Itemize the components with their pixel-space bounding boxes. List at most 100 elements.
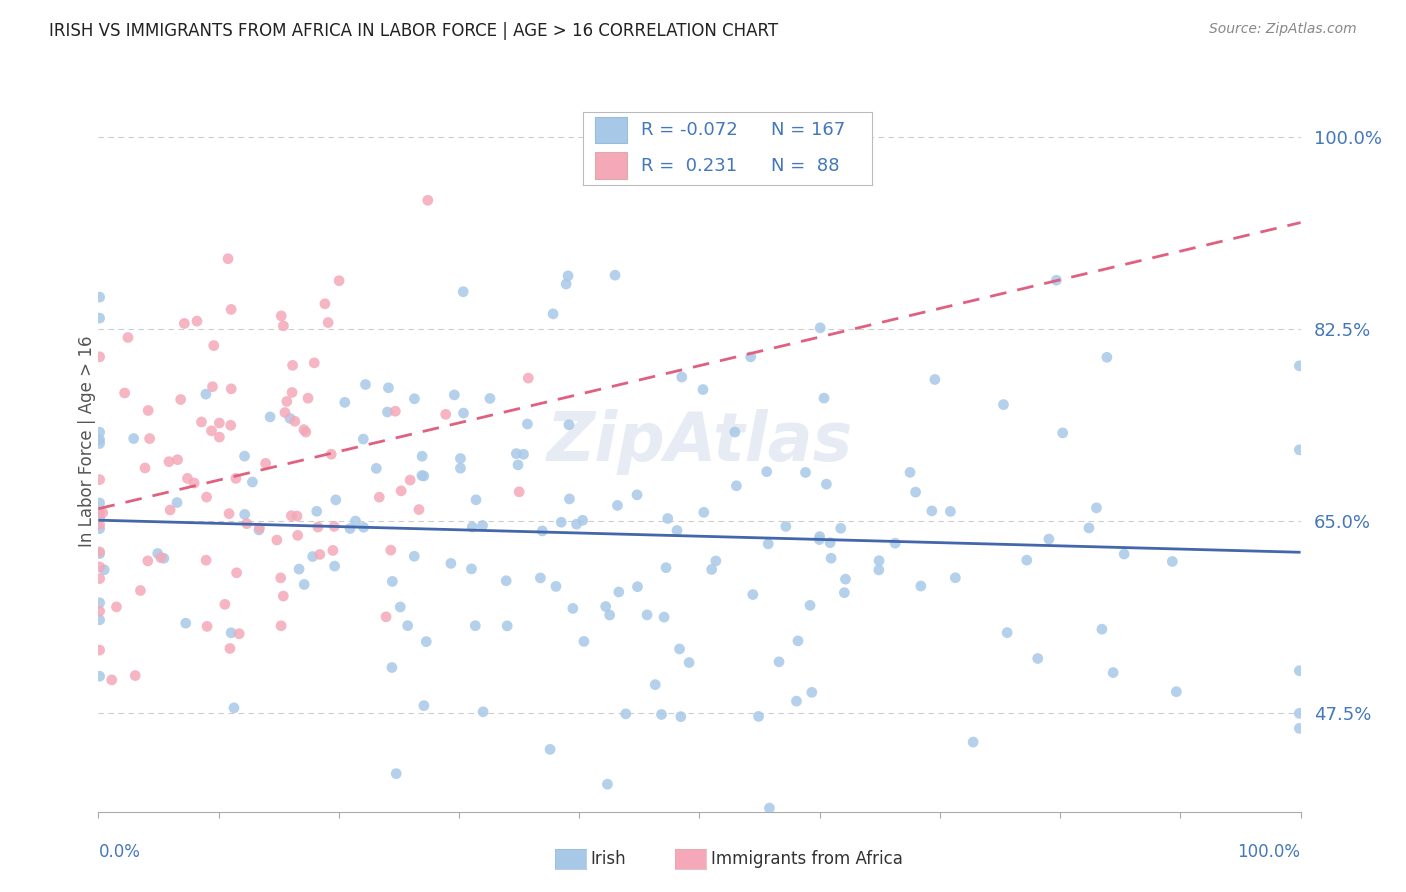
Point xyxy=(834,585,856,599)
Point xyxy=(800,685,823,699)
Point xyxy=(270,619,292,633)
Text: 0.0%: 0.0% xyxy=(98,843,141,861)
Point xyxy=(225,471,247,485)
Point xyxy=(219,382,242,396)
Point xyxy=(614,706,637,721)
Point xyxy=(558,491,581,506)
Point xyxy=(924,372,946,386)
Bar xyxy=(595,117,627,143)
Point xyxy=(808,533,831,547)
Point xyxy=(89,436,111,450)
Point xyxy=(516,417,538,431)
Point xyxy=(408,502,430,516)
Point xyxy=(868,554,890,568)
Point xyxy=(700,562,723,576)
Point xyxy=(292,423,315,437)
Point xyxy=(626,580,648,594)
Point xyxy=(105,599,128,614)
Point xyxy=(678,656,700,670)
Point xyxy=(799,599,821,613)
Point xyxy=(138,432,160,446)
Point xyxy=(496,619,519,633)
Point xyxy=(339,521,361,535)
Point xyxy=(815,477,838,491)
Point xyxy=(218,507,240,521)
Point xyxy=(333,395,356,409)
Point xyxy=(366,461,388,475)
Point xyxy=(89,311,111,326)
Point xyxy=(89,669,111,683)
Point xyxy=(404,392,426,406)
Point xyxy=(89,596,111,610)
Point xyxy=(219,625,242,640)
Point xyxy=(599,608,621,623)
Point xyxy=(440,557,463,571)
Point xyxy=(558,417,581,432)
Point xyxy=(159,503,181,517)
Point xyxy=(787,633,810,648)
Point xyxy=(122,432,145,446)
Point xyxy=(668,642,690,657)
Point xyxy=(557,268,579,283)
Point xyxy=(202,338,225,352)
Point xyxy=(287,528,309,542)
Point xyxy=(117,330,139,344)
Point xyxy=(200,424,222,438)
Point xyxy=(868,563,890,577)
Text: ZipAtlas: ZipAtlas xyxy=(547,409,852,475)
Point xyxy=(321,447,343,461)
Point xyxy=(1288,722,1310,736)
Point xyxy=(794,466,817,480)
Y-axis label: In Labor Force | Age > 16: In Labor Force | Age > 16 xyxy=(79,335,96,548)
Point xyxy=(943,571,966,585)
Point xyxy=(353,520,375,534)
Point xyxy=(748,709,770,723)
Point xyxy=(89,425,111,440)
Bar xyxy=(595,153,627,178)
Point xyxy=(1095,351,1118,365)
Point xyxy=(517,371,540,385)
Point xyxy=(214,597,236,611)
Point xyxy=(626,488,648,502)
Point xyxy=(344,514,367,528)
Point xyxy=(254,456,277,470)
Point xyxy=(818,535,841,549)
Point xyxy=(775,519,797,533)
Point xyxy=(276,394,298,409)
Point xyxy=(508,484,530,499)
Point xyxy=(755,465,778,479)
Point xyxy=(555,277,578,291)
Point xyxy=(449,451,471,466)
Point xyxy=(195,490,218,504)
Point xyxy=(724,425,747,439)
Point xyxy=(173,317,195,331)
Point xyxy=(266,533,288,547)
Point xyxy=(136,554,159,568)
Point xyxy=(808,321,831,335)
Point xyxy=(834,572,856,586)
Point xyxy=(595,599,617,614)
Point xyxy=(270,571,292,585)
Point xyxy=(222,701,245,715)
Point xyxy=(195,553,218,567)
Point xyxy=(381,660,404,674)
Point xyxy=(768,655,790,669)
Point xyxy=(808,530,831,544)
Point xyxy=(644,678,666,692)
Point xyxy=(89,517,111,532)
Point xyxy=(368,490,391,504)
Point xyxy=(89,473,111,487)
Point xyxy=(1085,500,1108,515)
Point xyxy=(1078,521,1101,535)
Point xyxy=(295,425,318,439)
Point xyxy=(389,483,412,498)
Point xyxy=(323,519,346,533)
Point xyxy=(460,562,482,576)
Point xyxy=(304,356,326,370)
Point xyxy=(316,316,339,330)
Point xyxy=(301,549,323,564)
Point xyxy=(89,522,111,536)
Point xyxy=(389,599,412,614)
Point xyxy=(461,520,484,534)
Point xyxy=(655,560,678,574)
